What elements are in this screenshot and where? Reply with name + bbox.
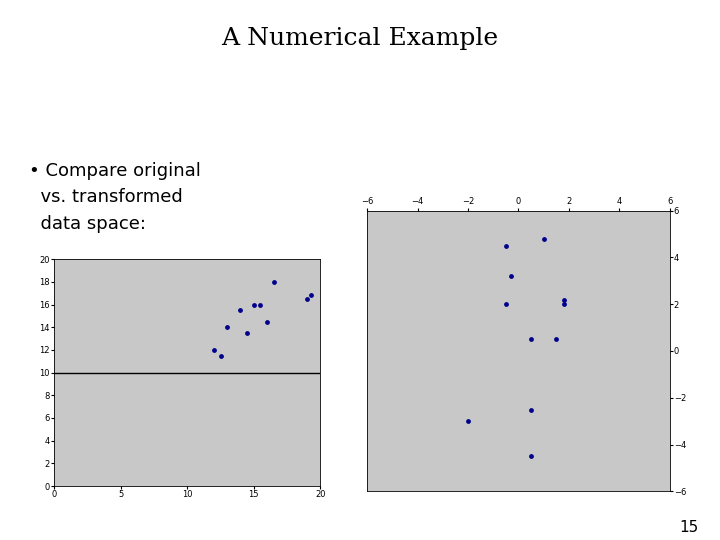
Text: • Compare original
  vs. transformed
  data space:: • Compare original vs. transformed data … xyxy=(29,162,201,233)
Point xyxy=(215,351,226,360)
Point xyxy=(500,300,511,308)
Point xyxy=(558,295,570,304)
Point xyxy=(462,417,474,426)
Point xyxy=(255,300,266,309)
Point xyxy=(208,346,220,354)
Point xyxy=(248,300,260,309)
Point xyxy=(526,335,537,343)
Point xyxy=(305,291,317,300)
Point xyxy=(268,278,279,286)
Point xyxy=(505,272,517,280)
Point xyxy=(302,294,313,303)
Point xyxy=(222,323,233,332)
Point xyxy=(558,300,570,308)
Point xyxy=(526,452,537,461)
Point xyxy=(538,234,549,243)
Point xyxy=(241,328,253,337)
Point xyxy=(261,317,273,326)
Text: 15: 15 xyxy=(679,519,698,535)
Point xyxy=(235,306,246,314)
Point xyxy=(500,241,511,250)
Point xyxy=(550,335,562,343)
Point xyxy=(526,405,537,414)
Text: A Numerical Example: A Numerical Example xyxy=(222,27,498,50)
